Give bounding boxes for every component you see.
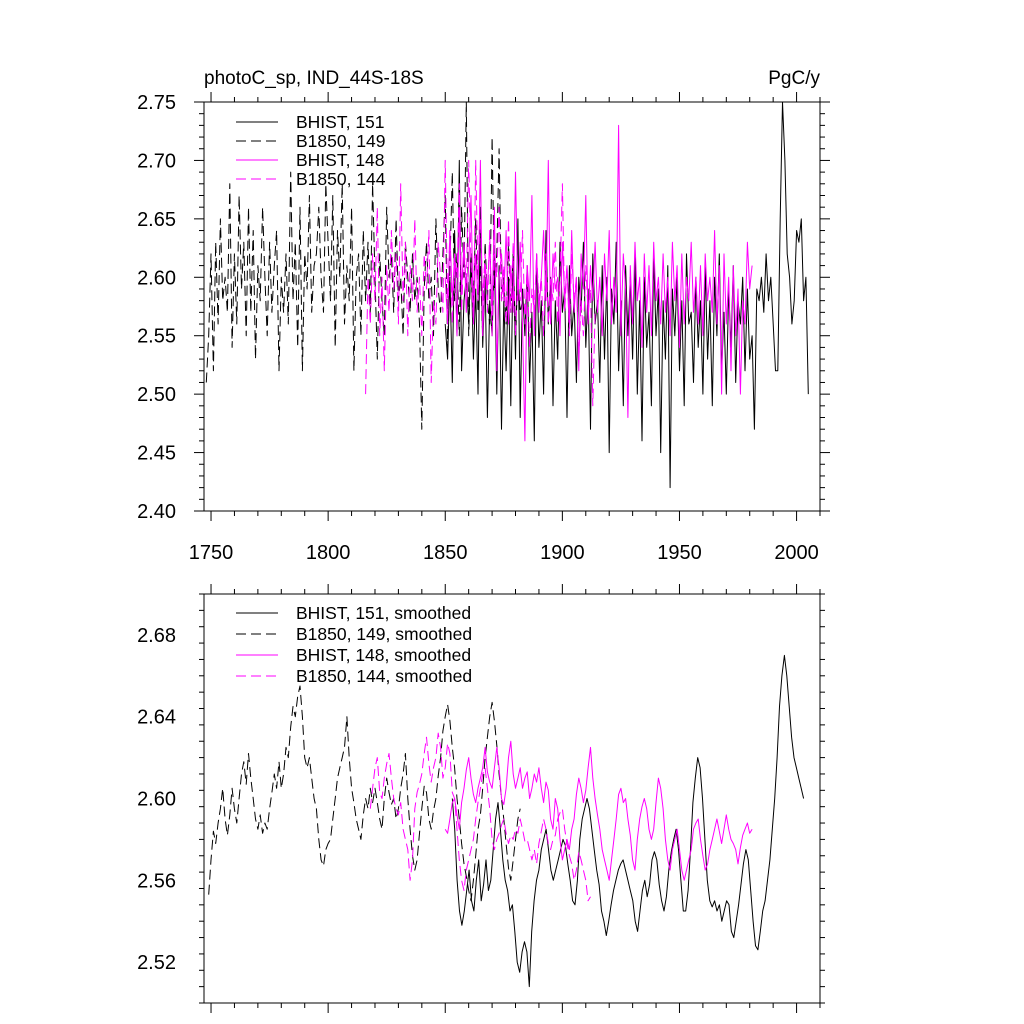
x-tick-label: 1750 [189, 542, 234, 564]
bottom-panel: 2.52 2.56 2.60 2.64 2.68 BHIST, 151, smoothe… [137, 584, 825, 1013]
x-tick-label: 1850 [423, 542, 468, 564]
legend-label-1: B1850, 149, smoothed [296, 624, 472, 644]
legend-label-1: B1850, 149 [296, 131, 386, 151]
legend-label-0: BHIST, 151 [296, 112, 385, 132]
legend-label-3: B1850, 144 [296, 169, 386, 189]
y-tick-label: 2.50 [137, 384, 176, 406]
series-line-0 [444, 101, 809, 489]
x-tick-label: 1800 [306, 542, 351, 564]
top-title-right: PgC/y [768, 68, 820, 89]
bottom-plot-frame [203, 593, 821, 1004]
series-line-0 [451, 654, 805, 988]
y-tick-label: 2.60 [137, 267, 176, 289]
x-tick-label: 1900 [540, 542, 585, 564]
top-series-group [205, 101, 809, 489]
top-axes: 1750 1800 1850 1900 1950 2000 2.40 2.45 2.50 2.55… [137, 92, 830, 564]
y-tick-label: 2.64 [137, 707, 176, 729]
y-tick-label: 2.60 [137, 789, 176, 811]
y-tick-label: 2.52 [137, 952, 176, 974]
legend-label-2: BHIST, 148, smoothed [296, 645, 471, 665]
top-title-left: photoC_sp, IND_44S-18S [204, 68, 424, 89]
series-line-2 [444, 124, 753, 442]
series-line-3 [369, 732, 591, 902]
y-tick-label: 2.56 [137, 870, 176, 892]
y-tick-label: 2.70 [137, 150, 176, 172]
series-line-1 [205, 101, 523, 430]
series-line-3 [365, 159, 596, 407]
top-panel: photoC_sp, IND_44S-18S PgC/y 1750 1800 185… [137, 68, 830, 564]
bottom-series-group [208, 654, 805, 988]
legend-label-3: B1850, 144, smoothed [296, 666, 472, 686]
y-tick-label: 2.65 [137, 209, 176, 231]
y-tick-label: 2.40 [137, 501, 176, 523]
x-tick-label: 2000 [774, 542, 819, 564]
legend-label-2: BHIST, 148 [296, 150, 385, 170]
y-tick-label: 2.75 [137, 92, 176, 114]
bottom-axes: 2.52 2.56 2.60 2.64 2.68 [137, 584, 825, 1013]
legend-label-0: BHIST, 151, smoothed [296, 603, 471, 623]
y-tick-label: 2.68 [137, 625, 176, 647]
y-tick-label: 2.45 [137, 443, 176, 465]
series-line-1 [208, 685, 521, 902]
y-tick-label: 2.55 [137, 326, 176, 348]
top-plot-frame [203, 101, 821, 512]
x-tick-label: 1950 [657, 542, 702, 564]
series-line-2 [444, 740, 753, 881]
